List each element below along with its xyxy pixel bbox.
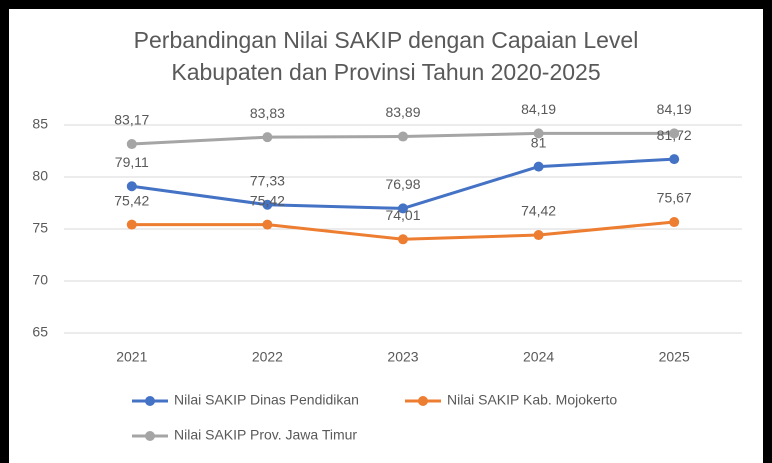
data-point: [398, 203, 408, 214]
data-point: [533, 230, 544, 241]
data-point: [126, 139, 137, 150]
legend-label: Nilai SAKIP Dinas Pendidikan: [174, 392, 359, 408]
legend-label: Nilai SAKIP Kab. Mojokerto: [447, 392, 617, 408]
data-point: [262, 219, 273, 230]
data-label: 76,98: [385, 176, 420, 192]
data-point: [533, 128, 544, 139]
data-point: [398, 234, 408, 245]
chart-title: Perbandingan Nilai SAKIP dengan Capaian …: [133, 27, 639, 85]
y-tick-label: 85: [32, 116, 48, 132]
data-point: [669, 128, 680, 139]
data-label: 75,67: [657, 190, 692, 206]
data-label: 75,42: [250, 192, 285, 208]
legend-label: Nilai SAKIP Prov. Jawa Timur: [174, 427, 357, 443]
data-label: 84,19: [657, 101, 692, 117]
data-label: 79,11: [115, 154, 149, 170]
y-tick-label: 70: [32, 272, 48, 288]
data-label: 83,83: [250, 105, 285, 121]
x-tick-label: 2023: [387, 349, 418, 365]
y-tick-label: 80: [32, 168, 48, 184]
data-label: 84,19: [521, 101, 556, 117]
data-point: [126, 219, 137, 230]
data-label: 77,33: [250, 172, 285, 188]
data-point: [669, 217, 680, 228]
x-tick-label: 2025: [659, 349, 690, 365]
data-point: [262, 199, 273, 210]
legend-marker: [145, 431, 155, 441]
data-label: 75,42: [114, 192, 149, 208]
legend-marker: [145, 396, 155, 406]
data-point: [262, 132, 273, 143]
data-point: [669, 154, 680, 165]
legend-marker: [418, 396, 428, 406]
data-label: 83,17: [114, 112, 149, 128]
data-label: 81: [531, 134, 547, 150]
y-tick-label: 75: [32, 220, 48, 236]
data-label: 74,42: [521, 203, 556, 219]
y-tick-label: 65: [32, 324, 48, 340]
data-label: 83,89: [385, 104, 420, 120]
x-tick-label: 2022: [252, 349, 283, 365]
x-tick-label: 2021: [116, 349, 147, 365]
data-label: 74,01: [385, 207, 420, 223]
data-point: [398, 131, 408, 142]
x-tick-label: 2024: [523, 349, 554, 365]
data-point: [533, 161, 544, 172]
data-point: [126, 181, 137, 192]
